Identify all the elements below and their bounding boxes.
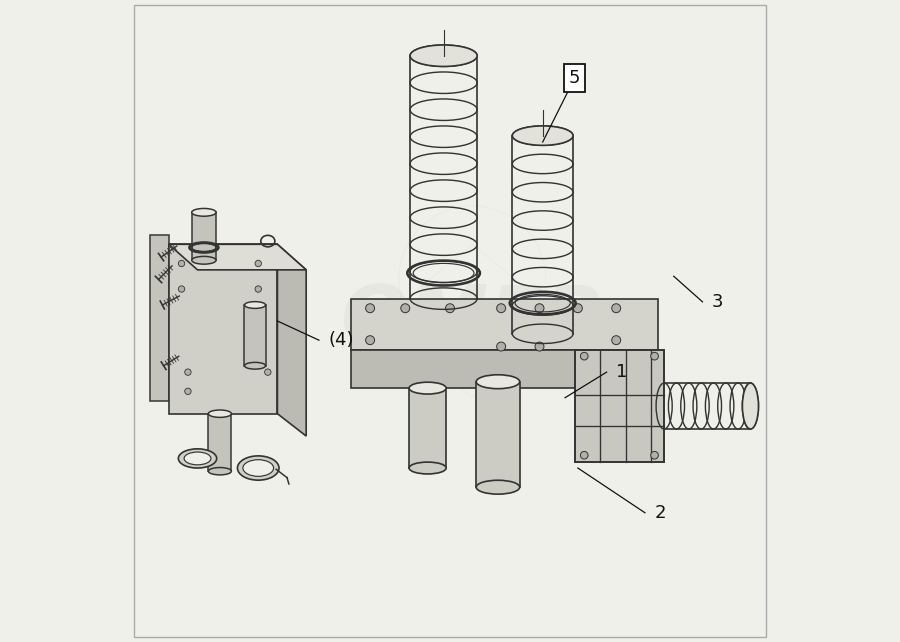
- Circle shape: [573, 304, 582, 313]
- Ellipse shape: [238, 456, 279, 480]
- Polygon shape: [351, 350, 658, 388]
- Circle shape: [612, 336, 621, 345]
- Text: 5: 5: [569, 69, 580, 87]
- Circle shape: [400, 304, 410, 313]
- Circle shape: [651, 451, 659, 459]
- Text: 1: 1: [616, 363, 627, 381]
- Ellipse shape: [476, 480, 519, 494]
- Circle shape: [497, 304, 506, 313]
- Bar: [476, 382, 519, 487]
- Circle shape: [184, 388, 191, 395]
- Polygon shape: [149, 235, 168, 401]
- Bar: [192, 213, 216, 260]
- Text: (4): (4): [328, 331, 354, 349]
- Ellipse shape: [209, 410, 231, 417]
- Circle shape: [178, 286, 184, 292]
- Circle shape: [651, 352, 659, 360]
- Circle shape: [446, 304, 454, 313]
- Polygon shape: [277, 245, 306, 436]
- Circle shape: [580, 352, 588, 360]
- Ellipse shape: [192, 256, 216, 264]
- Bar: [410, 388, 446, 468]
- Ellipse shape: [245, 362, 266, 369]
- Bar: [245, 305, 266, 366]
- Polygon shape: [574, 350, 664, 462]
- Text: 3: 3: [712, 293, 724, 311]
- Ellipse shape: [410, 462, 446, 474]
- Polygon shape: [168, 245, 277, 413]
- Ellipse shape: [410, 45, 477, 67]
- Ellipse shape: [742, 383, 759, 429]
- Circle shape: [265, 369, 271, 376]
- Ellipse shape: [192, 209, 216, 216]
- Circle shape: [255, 286, 261, 292]
- Polygon shape: [168, 245, 306, 270]
- Circle shape: [580, 451, 588, 459]
- Circle shape: [535, 304, 544, 313]
- Ellipse shape: [184, 452, 211, 465]
- Circle shape: [612, 304, 621, 313]
- Circle shape: [255, 260, 261, 266]
- Ellipse shape: [410, 382, 446, 394]
- Circle shape: [535, 342, 544, 351]
- Circle shape: [184, 369, 191, 376]
- Ellipse shape: [245, 302, 266, 308]
- Ellipse shape: [209, 467, 231, 475]
- Ellipse shape: [178, 449, 217, 468]
- Bar: [209, 413, 231, 471]
- Circle shape: [497, 342, 506, 351]
- Text: 2: 2: [654, 504, 666, 522]
- Ellipse shape: [243, 460, 274, 476]
- Circle shape: [178, 260, 184, 266]
- Circle shape: [365, 304, 374, 313]
- Ellipse shape: [512, 126, 573, 145]
- Text: OMER: OMER: [339, 282, 605, 360]
- Circle shape: [365, 336, 374, 345]
- Ellipse shape: [476, 375, 519, 388]
- Polygon shape: [351, 299, 658, 350]
